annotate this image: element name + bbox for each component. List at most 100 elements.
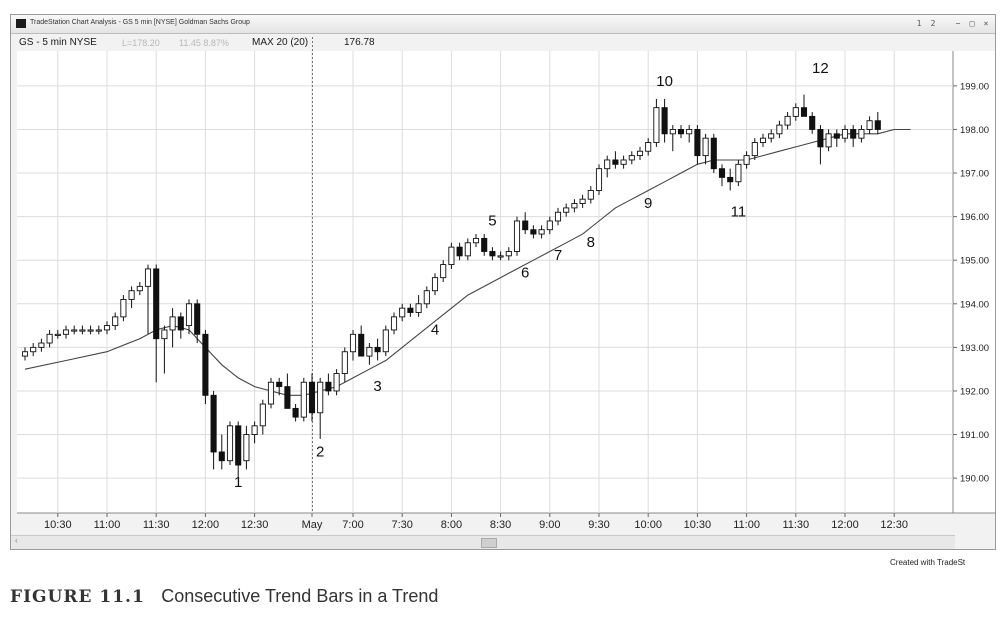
candle <box>202 329 209 405</box>
candle <box>825 129 832 152</box>
bull-candle-body <box>390 316 398 331</box>
bull-candle-body <box>825 133 832 148</box>
bear-candle-body <box>718 168 726 178</box>
candle <box>628 151 635 165</box>
window-2-button[interactable]: 2 <box>930 19 936 28</box>
bull-candle-body <box>792 107 799 117</box>
candle <box>817 125 824 165</box>
bull-candle-body <box>136 285 143 292</box>
candle <box>226 421 234 466</box>
bar-annotation: 2 <box>316 443 324 460</box>
candle <box>751 138 758 160</box>
candle <box>374 338 381 361</box>
candle <box>300 377 307 422</box>
candle <box>136 282 143 296</box>
maximize-icon[interactable]: □ <box>969 19 975 28</box>
figure-label: FIGURE 11.1 <box>10 587 145 607</box>
candle <box>489 247 496 261</box>
minimize-icon[interactable]: − <box>955 19 961 28</box>
candle <box>571 199 578 213</box>
bar-annotation: 5 <box>488 212 496 229</box>
bull-candle-body <box>497 255 504 258</box>
candle <box>497 251 504 261</box>
bear-candle-body <box>710 137 717 170</box>
bar-annotation: 12 <box>812 60 829 77</box>
bear-candle-body <box>833 133 840 139</box>
bear-candle-body <box>850 129 857 139</box>
candle <box>79 325 86 335</box>
bear-candle-body <box>809 115 816 130</box>
bull-candle-body <box>333 373 340 392</box>
bear-candle-body <box>456 246 463 257</box>
candle <box>251 421 258 444</box>
candle <box>62 325 70 339</box>
candle <box>464 238 471 261</box>
bull-candle-body <box>464 242 471 257</box>
bull-candle-body <box>866 120 873 130</box>
credit-text: Created with TradeSt <box>890 558 966 567</box>
window-1-button[interactable]: 1 <box>916 19 922 28</box>
candle <box>169 308 176 348</box>
price-tick-label: 191.00 <box>960 430 989 441</box>
bull-candle-body <box>46 333 53 344</box>
candle <box>235 421 242 479</box>
horizontal-scrollbar[interactable]: ‹ <box>11 535 955 549</box>
candle <box>259 399 266 435</box>
candle <box>276 377 283 396</box>
bear-candle-body <box>284 386 291 409</box>
candle <box>587 186 594 204</box>
candle <box>784 112 791 130</box>
bull-candle-body <box>505 251 512 257</box>
bull-candle-body <box>62 329 70 335</box>
candle <box>686 125 693 143</box>
candle <box>21 347 29 361</box>
bear-candle-body <box>292 407 299 418</box>
candle <box>95 325 102 335</box>
bull-candle-body <box>841 129 849 139</box>
bull-candle-body <box>554 211 562 222</box>
indicator-label: MAX 20 (20) <box>252 37 309 48</box>
bear-candle-body <box>407 307 414 313</box>
price-tick-label: 196.00 <box>960 212 989 223</box>
price-tick-label: 199.00 <box>960 81 989 92</box>
scroll-left-icon[interactable]: ‹ <box>15 536 18 545</box>
candle <box>112 312 119 330</box>
bear-candle-body <box>218 451 225 462</box>
close-icon[interactable]: × <box>983 19 989 28</box>
candle <box>702 133 709 165</box>
bull-candle-body <box>87 329 94 332</box>
candle <box>144 264 152 335</box>
scroll-thumb[interactable] <box>481 538 497 548</box>
bear-candle-body <box>235 425 242 466</box>
candle <box>735 159 742 187</box>
bear-candle-body <box>210 394 217 453</box>
net-change: 11.45 8.87% <box>179 38 229 48</box>
bear-candle-body <box>481 237 488 252</box>
bear-candle-body <box>202 333 209 396</box>
bull-candle-body <box>759 137 767 143</box>
bear-candle-body <box>800 107 808 117</box>
candle <box>513 216 521 256</box>
candle <box>858 125 865 143</box>
title-bar: TradeStation Chart Analysis - GS 5 min [… <box>11 15 995 34</box>
candle <box>185 299 193 335</box>
time-tick-label: 10:00 <box>634 519 662 531</box>
bull-candle-body <box>144 268 152 287</box>
bull-candle-body <box>628 155 635 161</box>
chart-window: TradeStation Chart Analysis - GS 5 min [… <box>10 14 996 550</box>
figure-caption: FIGURE 11.1 Consecutive Trend Bars in a … <box>10 586 438 607</box>
candle <box>604 155 611 178</box>
bull-candle-body <box>448 246 455 266</box>
bull-candle-body <box>120 298 127 318</box>
bull-candle-body <box>858 129 865 139</box>
candle <box>210 390 217 470</box>
bull-candle-body <box>243 434 250 462</box>
time-tick-label: 11:30 <box>782 519 809 531</box>
bear-candle-body <box>522 220 529 231</box>
candle <box>768 129 775 143</box>
time-tick-label: 8:30 <box>490 519 511 531</box>
bull-candle-body <box>112 316 119 327</box>
bear-candle-body <box>153 268 160 340</box>
candle <box>472 234 480 248</box>
